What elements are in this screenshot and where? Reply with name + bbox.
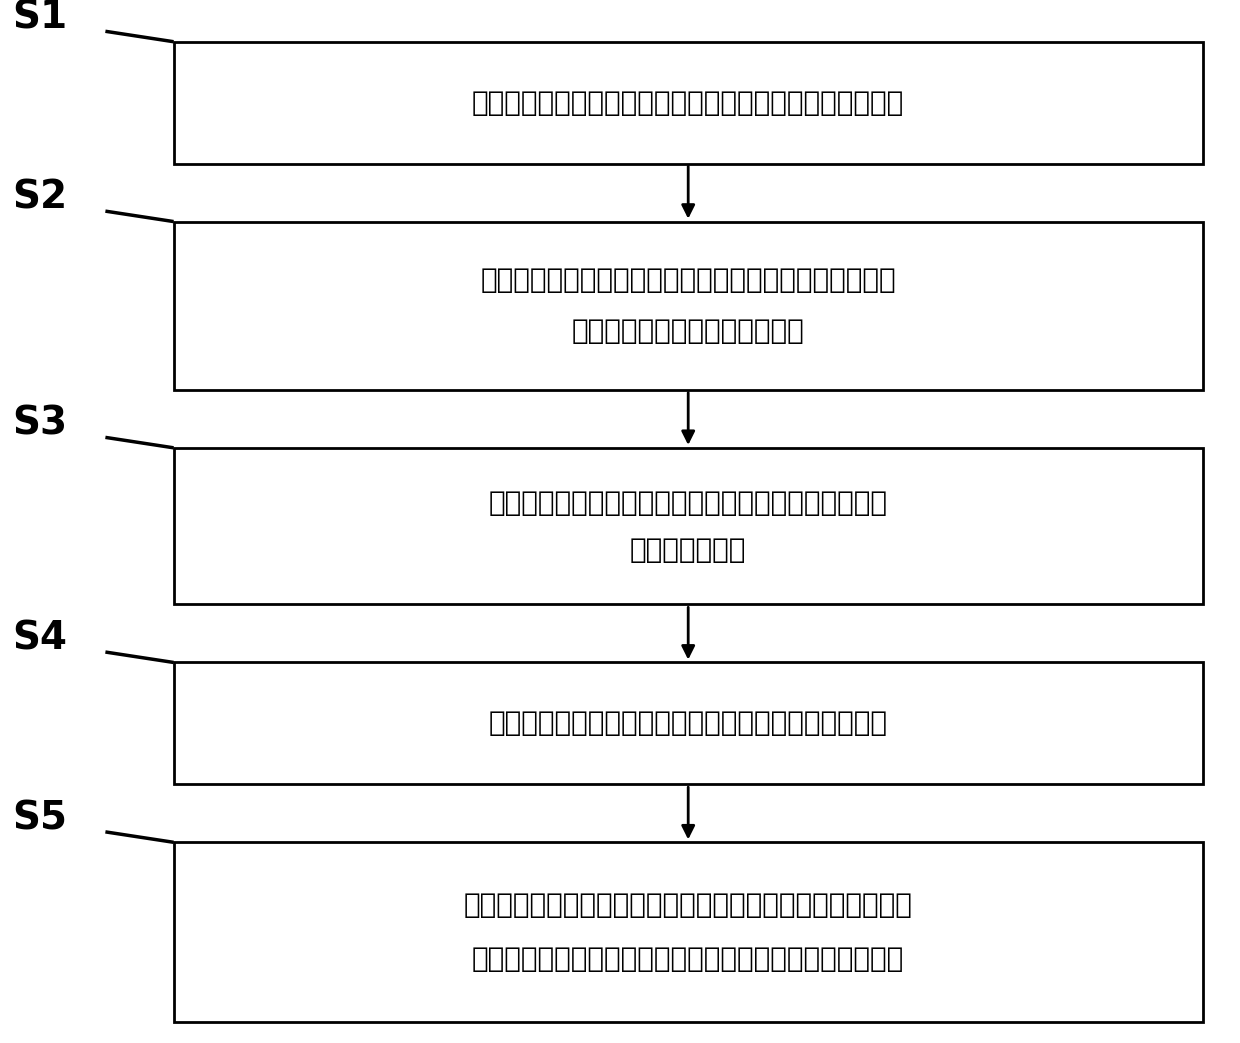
Text: S5: S5	[12, 799, 67, 838]
Text: 采用结构保持方法，推广建立聚合等值模型的状态方程: 采用结构保持方法，推广建立聚合等值模型的状态方程	[489, 709, 888, 737]
Text: 确定大规模光伏发电系统详细模型与聚合等值模型之间: 确定大规模光伏发电系统详细模型与聚合等值模型之间	[489, 488, 888, 516]
Text: 确定任意两个并联的两级式光伏发电单元磁场能、电场能: 确定任意两个并联的两级式光伏发电单元磁场能、电场能	[480, 266, 897, 294]
Text: 电流、电压关系: 电流、电压关系	[630, 536, 746, 563]
Bar	[174, 42, 1203, 164]
Text: S2: S2	[12, 178, 67, 216]
Text: S4: S4	[12, 620, 67, 657]
Text: 建立两级式光伏发电系统详细数学模型，建立全阶状态方程: 建立两级式光伏发电系统详细数学模型，建立全阶状态方程	[472, 89, 904, 117]
Bar	[174, 447, 1203, 605]
Bar	[174, 662, 1203, 784]
Text: 与广义势能，建立能量守恒关系: 与广义势能，建立能量守恒关系	[572, 317, 805, 345]
Text: 采用容量加权法并比较大规模光伏发电系统详细模型与等值模: 采用容量加权法并比较大规模光伏发电系统详细模型与等值模	[464, 892, 913, 919]
Text: S1: S1	[12, 0, 67, 37]
Bar	[174, 843, 1203, 1022]
Text: S3: S3	[12, 405, 67, 442]
Text: 型的状态方程，确定等值参数计算方法，建立聚合等值模型: 型的状态方程，确定等值参数计算方法，建立聚合等值模型	[472, 945, 904, 973]
Bar	[174, 221, 1203, 390]
